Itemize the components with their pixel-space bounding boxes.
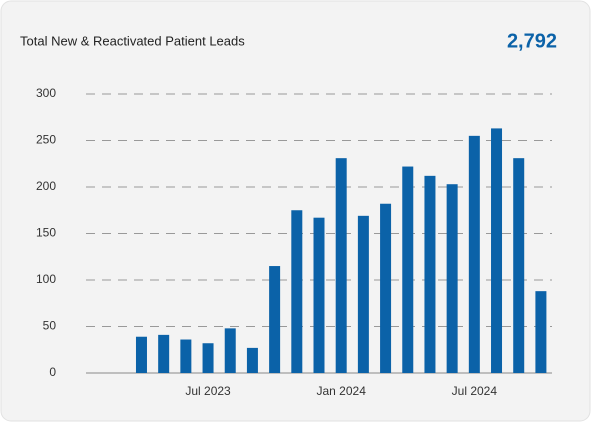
x-tick-label: Jul 2024 bbox=[452, 384, 498, 398]
y-tick-label: 150 bbox=[36, 226, 56, 240]
bar bbox=[402, 166, 414, 373]
bar bbox=[135, 336, 147, 373]
y-tick-label: 250 bbox=[36, 133, 56, 147]
bar bbox=[380, 203, 392, 373]
bar bbox=[158, 334, 170, 373]
bar bbox=[535, 291, 547, 373]
bar bbox=[513, 158, 525, 373]
x-tick-label: Jan 2024 bbox=[316, 384, 366, 398]
bar bbox=[313, 217, 325, 373]
bar bbox=[446, 184, 458, 373]
bar bbox=[424, 175, 436, 373]
bar bbox=[335, 158, 347, 373]
y-tick-label: 200 bbox=[36, 179, 56, 193]
x-tick-label: Jul 2023 bbox=[185, 384, 231, 398]
bar bbox=[269, 266, 281, 373]
bar bbox=[202, 343, 214, 373]
y-tick-label: 0 bbox=[49, 365, 56, 379]
y-tick-label: 300 bbox=[36, 86, 56, 100]
bar bbox=[246, 347, 258, 373]
bar bbox=[357, 215, 369, 373]
chart-title: Total New & Reactivated Patient Leads bbox=[20, 33, 245, 48]
bar bbox=[491, 128, 503, 373]
y-tick-label: 100 bbox=[36, 272, 56, 286]
bar bbox=[468, 135, 480, 373]
bar bbox=[180, 339, 192, 373]
total: 2,792 bbox=[507, 30, 557, 52]
bar bbox=[224, 328, 236, 373]
bar bbox=[291, 210, 303, 373]
y-tick-label: 50 bbox=[43, 319, 57, 333]
